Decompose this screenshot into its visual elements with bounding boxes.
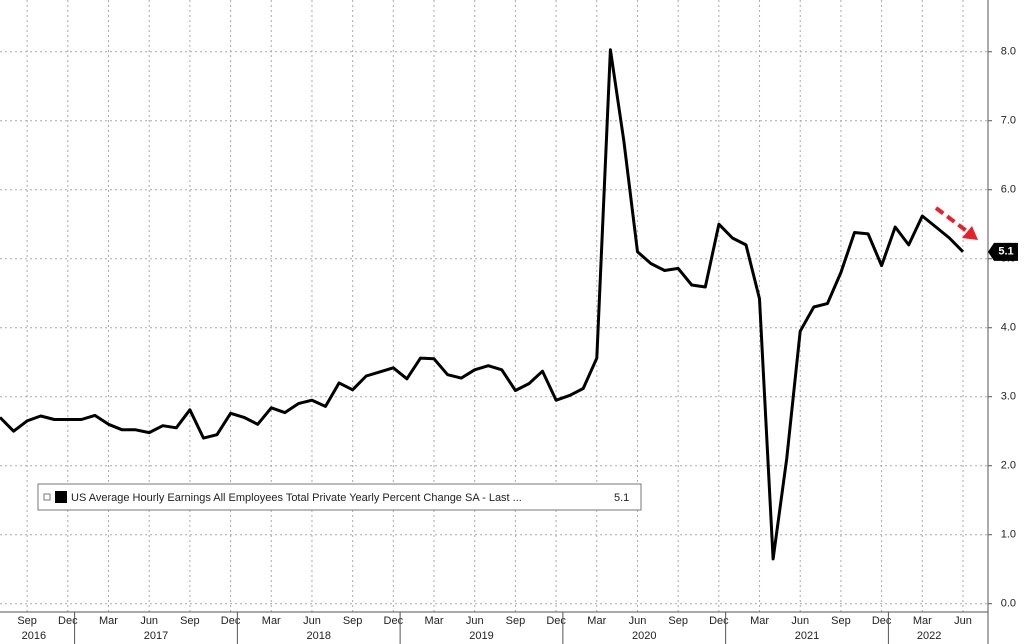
legend-toggle	[43, 493, 51, 501]
x-tick-label: Sep	[180, 615, 200, 627]
legend-swatch	[55, 491, 67, 503]
last-value-label: 5.1	[998, 246, 1013, 258]
y-tick-label: 2.0	[1001, 460, 1016, 472]
y-tick-label: 7.0	[1001, 115, 1016, 127]
x-tick-label: Sep	[506, 615, 526, 627]
year-label: 2022	[917, 630, 941, 642]
x-tick-label: Sep	[831, 615, 851, 627]
x-tick-label: Jun	[629, 615, 647, 627]
x-tick-label: Jun	[303, 615, 321, 627]
x-tick-label: Mar	[99, 615, 118, 627]
year-label: 2021	[795, 630, 819, 642]
legend-last-value: 5.1	[614, 492, 629, 504]
arrow-shaft	[934, 206, 970, 234]
x-tick-label: Mar	[750, 615, 769, 627]
plot	[0, 48, 965, 561]
year-label: 2019	[469, 630, 493, 642]
x-tick-label: Dec	[221, 615, 241, 627]
x-tick-label: Sep	[343, 615, 363, 627]
last-value-badge	[988, 242, 1018, 261]
arrow-head	[962, 226, 978, 240]
y-tick-label: 6.0	[1001, 184, 1016, 196]
x-tick-label: Dec	[546, 615, 566, 627]
x-tick-label: Sep	[17, 615, 37, 627]
x-tick-label: Jun	[466, 615, 484, 627]
y-tick-label: 4.0	[1001, 322, 1016, 334]
y-tick-label: 8.0	[1001, 46, 1016, 58]
x-tick-label: Mar	[425, 615, 444, 627]
x-tick-label: Dec	[709, 615, 729, 627]
legend-box	[37, 483, 642, 511]
x-tick-label: Mar	[587, 615, 606, 627]
x-tick-label: Jun	[791, 615, 809, 627]
x-tick-label: Mar	[913, 615, 932, 627]
year-label: 2017	[144, 630, 168, 642]
legend: US Average Hourly Earnings All Employees…	[37, 483, 642, 511]
x-tick-label: Jun	[140, 615, 158, 627]
x-tick-label: Sep	[668, 615, 688, 627]
year-label: 2016	[22, 630, 46, 642]
line	[0, 48, 965, 561]
x-tick-label: Dec	[384, 615, 404, 627]
trend-arrow	[934, 206, 978, 240]
x-tick-label: Dec	[58, 615, 78, 627]
y-tick-label: 0.0	[1001, 598, 1016, 610]
y-tick-label: 3.0	[1001, 391, 1016, 403]
year-label: 2020	[632, 630, 656, 642]
x-tick-label: Jun	[954, 615, 972, 627]
x-tick-label: Mar	[262, 615, 281, 627]
y-tick-label: 1.0	[1001, 529, 1016, 541]
legend-label: US Average Hourly Earnings All Employees…	[71, 492, 522, 504]
x-tick-label: Dec	[872, 615, 892, 627]
year-label: 2018	[306, 630, 330, 642]
